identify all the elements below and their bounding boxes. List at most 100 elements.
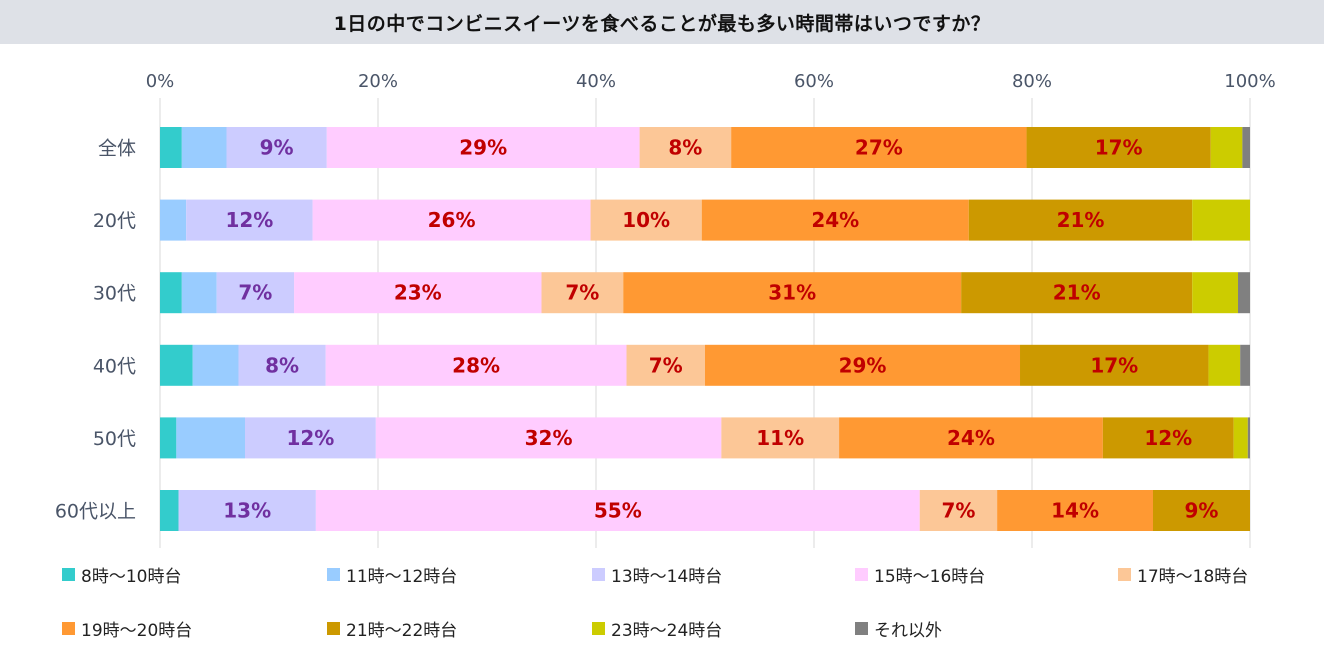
data-label: 55% <box>594 499 642 523</box>
data-label: 7% <box>238 281 272 305</box>
bar-segment <box>721 417 840 459</box>
data-label: 14% <box>1051 499 1099 523</box>
legend-swatch <box>327 621 340 635</box>
bar-segment <box>1240 344 1250 386</box>
x-tick-label: 100% <box>1224 71 1275 92</box>
data-label: 10% <box>622 208 670 232</box>
data-label: 8% <box>668 136 702 160</box>
data-label: 24% <box>947 426 995 450</box>
legend-label: 13時～14時台 <box>611 566 723 587</box>
legend-label: 8時～10時台 <box>81 566 182 587</box>
bar-segment <box>160 199 187 241</box>
bar-segment <box>186 199 313 241</box>
legend-swatch <box>62 567 75 581</box>
bar-segment <box>1026 127 1211 168</box>
data-label: 11% <box>756 426 804 450</box>
legend-item: 13時～14時台 <box>592 563 723 587</box>
bar-segment <box>176 417 246 459</box>
chart-title-bar: 1日の中でコンビニスイーツを食べることが最も多い時間帯はいつですか？ <box>0 0 1324 44</box>
bar-segment <box>623 272 962 314</box>
data-label: 26% <box>428 208 476 232</box>
bar-segment <box>216 272 295 314</box>
bar-segment <box>325 344 627 386</box>
bar-segment <box>1233 417 1248 459</box>
bar-segment <box>731 127 1027 168</box>
bar-segment <box>312 199 591 241</box>
category-label: 30代 <box>93 283 136 305</box>
data-label: 12% <box>286 426 334 450</box>
legend-label: 17時～18時台 <box>1137 566 1249 587</box>
legend-swatch <box>592 621 605 635</box>
data-label: 17% <box>1095 136 1143 160</box>
legend-label: 15時～16時台 <box>874 566 986 587</box>
x-tick-label: 40% <box>576 71 616 92</box>
category-label: 40代 <box>93 355 136 377</box>
legend-label: 11時～12時台 <box>346 566 458 587</box>
bar-segment <box>1238 272 1250 314</box>
legend-label: 23時～24時台 <box>611 620 723 641</box>
bar-segment <box>160 344 193 386</box>
bar-segment <box>326 127 640 168</box>
bar-segment <box>1102 417 1234 459</box>
bar-segment <box>1152 490 1250 531</box>
data-label: 7% <box>649 353 683 377</box>
legend-item: 8時～10時台 <box>62 563 182 587</box>
bar-segment <box>315 490 920 531</box>
x-tick-label: 0% <box>146 71 175 92</box>
bar-segment <box>705 344 1021 386</box>
legend-item: 23時～24時台 <box>592 617 723 641</box>
bar-segment <box>226 127 327 168</box>
chart-title: 1日の中でコンビニスイーツを食べることが最も多い時間帯はいつですか？ <box>333 12 991 35</box>
legend-label: それ以外 <box>874 620 942 641</box>
bar-segment <box>160 490 179 531</box>
bar-segment <box>1210 127 1243 168</box>
data-label: 21% <box>1057 208 1105 232</box>
data-label: 13% <box>223 499 271 523</box>
legend-item: 19時～20時台 <box>62 617 192 641</box>
x-tick-label: 20% <box>358 71 398 92</box>
bar-segment <box>961 272 1193 314</box>
x-tick-label: 60% <box>794 71 834 92</box>
bar-segment <box>1208 344 1241 386</box>
bar-segment <box>245 417 376 459</box>
bar-segment <box>160 127 182 168</box>
bar-segment <box>375 417 722 459</box>
bar-segment <box>919 490 998 531</box>
bar-segment <box>1242 127 1250 168</box>
category-label: 50代 <box>93 428 136 450</box>
bar-segment <box>1192 199 1250 241</box>
data-label: 12% <box>1144 426 1192 450</box>
data-label: 29% <box>839 353 887 377</box>
legend-swatch <box>1118 567 1131 581</box>
data-label: 29% <box>459 136 507 160</box>
bar-segment <box>178 490 316 531</box>
bar-segment <box>192 344 239 386</box>
data-label: 28% <box>452 353 500 377</box>
legend-swatch <box>327 567 340 581</box>
data-label: 12% <box>225 208 273 232</box>
bar-segment <box>839 417 1103 459</box>
legend-swatch <box>855 567 868 581</box>
data-label: 32% <box>525 426 573 450</box>
bar-segment <box>968 199 1193 241</box>
legend-label: 21時～22時台 <box>346 620 458 641</box>
legend-swatch <box>855 621 868 635</box>
data-label: 7% <box>941 499 975 523</box>
bar-segment <box>160 272 182 314</box>
legend-swatch <box>592 567 605 581</box>
data-label: 7% <box>565 281 599 305</box>
bar-segment <box>238 344 326 386</box>
legend-item: 15時～16時台 <box>855 563 986 587</box>
data-label: 9% <box>260 136 294 160</box>
bar-segment <box>1020 344 1209 386</box>
category-label: 60代以上 <box>55 501 136 523</box>
legend-item: 21時～22時台 <box>327 617 458 641</box>
legend-swatch <box>62 621 75 635</box>
data-label: 27% <box>855 136 903 160</box>
data-label: 23% <box>394 281 442 305</box>
bar-segment <box>181 127 227 168</box>
bar-segment <box>701 199 969 241</box>
data-label: 9% <box>1185 499 1219 523</box>
data-label: 21% <box>1053 281 1101 305</box>
bar-segment <box>639 127 732 168</box>
